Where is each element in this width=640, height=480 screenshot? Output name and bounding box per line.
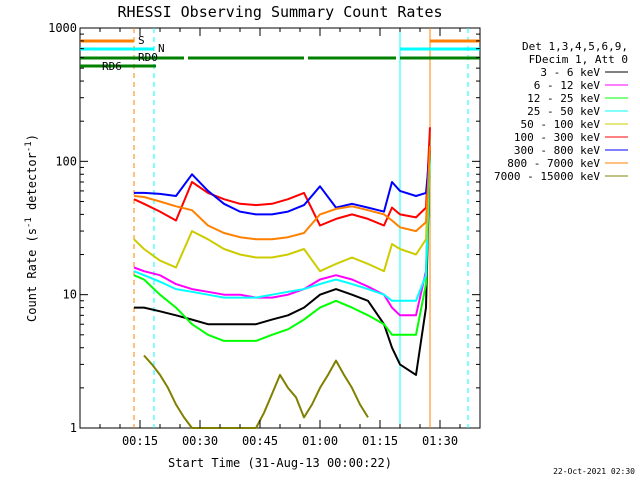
legend-entry: 300 - 800 keV	[514, 144, 600, 157]
night-label: N	[158, 42, 165, 55]
series-line	[134, 150, 431, 216]
legend-entry: 7000 - 15000 keV	[494, 170, 600, 183]
timestamp: 22-Oct-2021 02:30	[553, 467, 635, 476]
series-line	[133, 127, 431, 227]
x-tick-label: 00:15	[122, 434, 158, 448]
legend-entry: 800 - 7000 keV	[507, 157, 600, 170]
series-lines	[133, 127, 431, 429]
legend-entry: 25 - 50 keV	[527, 105, 600, 118]
y-tick-label: 10	[63, 288, 77, 302]
series-line	[134, 146, 431, 376]
series-line	[143, 354, 369, 429]
x-axis-label: Start Time (31-Aug-13 00:00:22)	[168, 456, 392, 470]
legend-entry: 100 - 300 keV	[514, 131, 600, 144]
decimation-label: RD0	[138, 51, 158, 64]
x-tick-label: 01:00	[302, 434, 338, 448]
legend-entry: 3 - 6 keV	[540, 66, 600, 79]
axis-ticks: 1 10 100 1000 00:15 00:30 00:45 01:00 01:15 01:30	[48, 21, 481, 448]
y-axis-label: Count Rate (s-1 detector-1)	[24, 134, 39, 322]
series-line	[133, 137, 431, 302]
y-tick-label: 100	[55, 154, 77, 168]
chart-title: RHESSI Observing Summary Count Rates	[117, 3, 442, 21]
decimation-lower-label: RD6	[102, 60, 122, 73]
legend-header: FDecim 1, Att 0	[529, 53, 628, 66]
x-tick-label: 01:15	[362, 434, 398, 448]
legend: Det 1,3,4,5,6,9,FDecim 1, Att 03 - 6 keV…	[494, 40, 628, 183]
series-line	[133, 134, 431, 273]
legend-entry: 12 - 25 keV	[527, 92, 600, 105]
x-tick-label: 00:30	[182, 434, 218, 448]
x-tick-label: 00:45	[242, 434, 278, 448]
legend-entry: 50 - 100 keV	[521, 118, 601, 131]
series-line	[133, 146, 431, 241]
legend-header: Det 1,3,4,5,6,9,	[522, 40, 628, 53]
saa-label: S	[138, 34, 145, 47]
x-tick-label: 01:30	[422, 434, 458, 448]
series-line	[133, 141, 431, 317]
y-tick-label: 1	[70, 421, 77, 435]
y-tick-label: 1000	[48, 21, 77, 35]
legend-entry: 6 - 12 keV	[534, 79, 601, 92]
series-line	[133, 150, 431, 342]
